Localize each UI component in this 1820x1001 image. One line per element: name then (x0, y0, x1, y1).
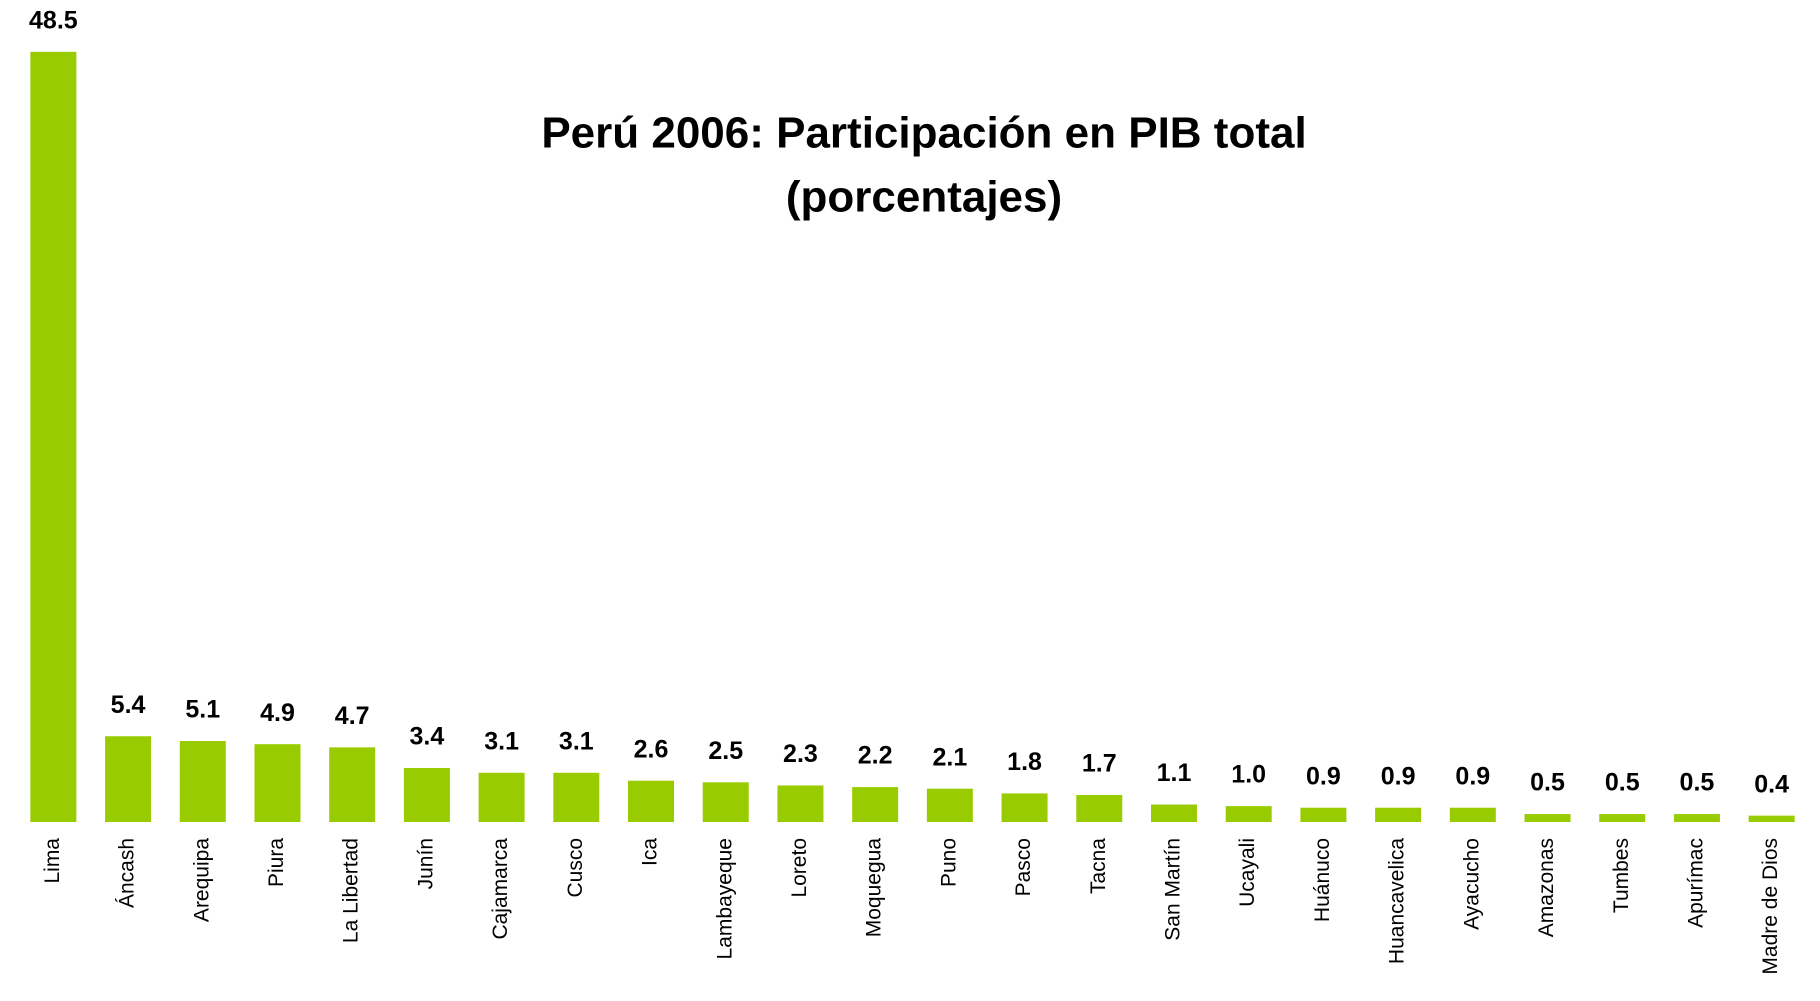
bar (105, 736, 152, 822)
x-tick-label: Cajamarca (489, 838, 512, 940)
value-label: 0.5 (1605, 769, 1640, 797)
bar (329, 747, 376, 822)
x-tick-label: Lima (41, 838, 64, 884)
x-tick-label: Huancavelica (1386, 838, 1409, 964)
value-label: 3.1 (484, 727, 519, 755)
bar (179, 741, 226, 822)
bar (1449, 807, 1496, 822)
value-label: 5.4 (111, 691, 146, 719)
bar (926, 788, 973, 822)
x-tick-label: San Martín (1162, 838, 1185, 941)
value-label: 1.8 (1007, 748, 1042, 776)
value-label: 4.7 (335, 702, 370, 730)
value-label: 1.0 (1231, 761, 1266, 789)
value-label: 2.1 (932, 743, 967, 771)
value-label: 0.5 (1530, 769, 1565, 797)
x-tick-label: Amazonas (1535, 838, 1558, 937)
value-label: 2.2 (858, 742, 893, 770)
value-label: 0.5 (1680, 769, 1715, 797)
x-tick-label: Cusco (564, 838, 587, 898)
x-tick-label: Lambayeque (713, 838, 736, 959)
value-label: 2.3 (783, 740, 818, 768)
x-tick-label: Huánuco (1311, 838, 1334, 922)
value-label: 1.7 (1082, 750, 1117, 778)
bar (1150, 804, 1197, 822)
bar (1076, 795, 1123, 822)
bar (777, 785, 824, 822)
x-tick-label: La Libertad (340, 838, 363, 943)
bar (1748, 815, 1795, 822)
x-tick-label: Moquegua (863, 838, 886, 938)
bar (30, 51, 77, 822)
value-label: 4.9 (260, 699, 295, 727)
x-tick-label: Tumbes (1610, 838, 1633, 913)
bar (1673, 814, 1720, 822)
value-label: 3.4 (410, 723, 445, 751)
value-label: 0.9 (1455, 762, 1490, 790)
chart-title: Perú 2006: Participación en PIB total (541, 109, 1306, 158)
x-tick-label: Áncash (116, 838, 139, 908)
bar (478, 772, 525, 822)
x-tick-label: Ucayali (1236, 838, 1259, 907)
bar (852, 787, 899, 822)
value-label: 5.1 (185, 696, 220, 724)
bar (553, 772, 600, 822)
x-tick-label: Pasco (1012, 838, 1035, 896)
bar (702, 782, 749, 822)
value-label: 48.5 (29, 6, 78, 34)
x-tick-label: Arequipa (190, 838, 213, 922)
value-label: 1.1 (1157, 759, 1192, 787)
x-tick-label: Apurímac (1684, 838, 1707, 928)
x-tick-label: Madre de Dios (1759, 838, 1782, 975)
bar (1001, 793, 1048, 822)
x-tick-label: Ayacucho (1460, 838, 1483, 930)
bar (254, 744, 301, 822)
x-tick-label: Tacna (1087, 838, 1110, 894)
value-label: 0.9 (1306, 762, 1341, 790)
bar (628, 780, 675, 822)
bar (1225, 806, 1272, 822)
bar (1300, 807, 1347, 822)
bar (1599, 814, 1646, 822)
x-tick-label: Junín (414, 838, 437, 889)
bar (1375, 807, 1422, 822)
chart-subtitle: (porcentajes) (786, 173, 1062, 222)
value-label: 0.9 (1381, 762, 1416, 790)
x-tick-label: Loreto (788, 838, 811, 898)
value-label: 2.5 (708, 737, 743, 765)
x-tick-label: Piura (265, 838, 288, 887)
bar (403, 768, 450, 822)
value-label: 3.1 (559, 727, 594, 755)
x-tick-label: Ica (639, 838, 662, 866)
x-tick-label: Puno (937, 838, 960, 887)
value-label: 0.4 (1754, 770, 1789, 798)
bar (1524, 814, 1571, 822)
value-label: 2.6 (634, 735, 669, 763)
